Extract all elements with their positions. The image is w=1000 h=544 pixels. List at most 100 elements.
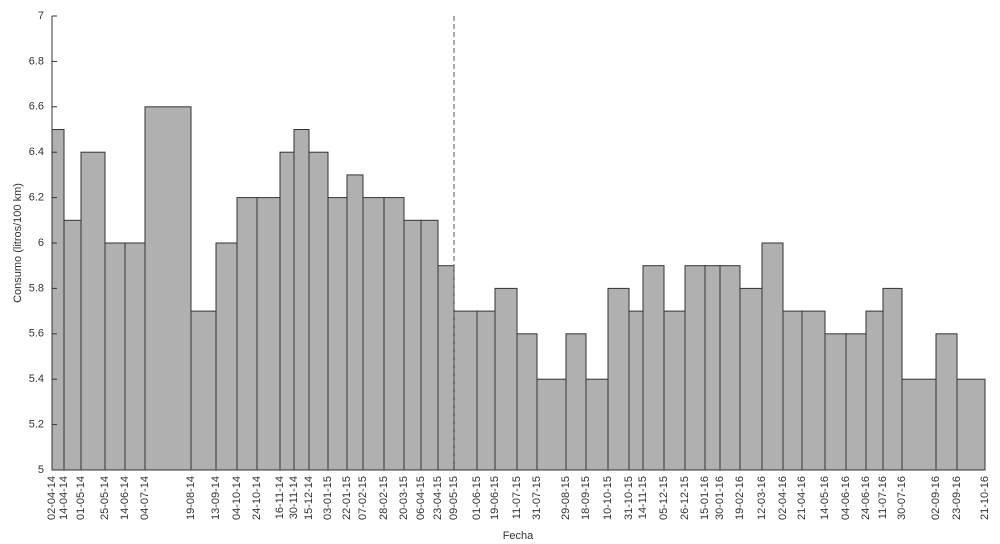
x-tick-label: 14-05-16 [819,476,831,520]
bar [476,310,496,471]
bar [901,378,937,471]
bar [761,242,784,471]
x-tick-label: 16-11-14 [274,476,286,519]
x-axis-label: Fecha [503,530,534,542]
x-tick-label: 02-04-14 [46,476,58,520]
x-tick-label: 30-11-14 [288,476,300,519]
y-tick-label: 6.4 [29,146,44,158]
y-tick-label: 5.2 [29,419,44,431]
bar [585,378,609,471]
bar [704,265,721,471]
x-tick-label: 25-05-14 [99,476,111,520]
bar [516,333,538,471]
x-tick-label: 04-10-14 [231,476,243,520]
bar [801,310,826,471]
bar [845,333,867,471]
x-tick-label: 04-06-16 [840,476,852,520]
x-tick-label: 09-05-15 [448,476,460,520]
x-tick-label: 04-07-14 [139,476,151,520]
bar [824,333,847,471]
x-tick-label: 31-07-15 [531,476,543,520]
x-tick-label: 29-08-15 [560,476,572,520]
bar [420,219,439,471]
x-tick-label: 02-09-16 [930,476,942,520]
bar [383,197,405,471]
bar [63,219,82,471]
x-tick-label: 06-04-15 [415,476,427,520]
bar [190,310,217,471]
y-tick-label: 5.6 [29,328,44,340]
x-tick-label: 15-01-16 [699,476,711,520]
y-tick-label: 6.2 [29,192,44,204]
x-tick-label: 23-04-15 [432,476,444,520]
x-tick-label: 13-09-14 [210,476,222,520]
x-tick-label: 30-01-16 [714,476,726,520]
x-tick-label: 03-01-15 [322,476,334,520]
bar [215,242,238,471]
x-tick-label: 18-09-15 [580,476,592,520]
x-tick-label: 24-10-14 [251,476,263,520]
bar [51,129,65,471]
x-tick-label: 28-02-15 [378,476,390,520]
x-tick-label: 14-11-15 [637,476,649,519]
x-tick-label: 19-06-15 [489,476,501,520]
bar [684,265,706,471]
x-tick-label: 20-03-15 [398,476,410,520]
y-axis-label: Consumo (litros/100 km) [12,183,24,303]
x-tick-label: 19-02-16 [734,476,746,520]
x-tick-label: 30-07-16 [896,476,908,520]
x-tick-label: 31-10-15 [623,476,635,520]
bar [628,310,644,471]
bar [346,174,364,471]
bar [327,197,348,471]
y-tick-label: 5.8 [29,282,44,294]
bar [144,106,192,471]
bar [739,287,763,471]
bar [494,287,518,471]
x-tick-label: 21-10-16 [979,476,991,520]
x-tick-label: 24-06-16 [860,476,872,520]
x-tick-label: 14-04-14 [58,476,70,520]
bar [607,287,630,471]
bar [308,151,329,471]
bar [865,310,884,471]
bar [956,378,986,471]
bar [642,265,665,471]
y-tick-label: 6.8 [29,55,44,67]
bar [719,265,741,471]
x-tick-label: 01-06-15 [471,476,483,520]
y-tick-label: 5.4 [29,373,44,385]
x-tick-label: 26-12-15 [679,476,691,520]
x-tick-label: 05-12-15 [658,476,670,520]
y-tick-label: 6.6 [29,101,44,113]
x-tick-label: 01-05-14 [75,476,87,520]
bar [293,129,310,471]
bar [935,333,958,471]
bar [453,310,478,471]
bar [403,219,422,471]
x-tick-label: 14-06-14 [119,476,131,520]
bar [882,287,903,471]
x-tick-label: 19-08-14 [185,476,197,520]
bar [80,151,106,471]
x-tick-label: 23-09-16 [951,476,963,520]
x-tick-label: 12-03-16 [756,476,768,520]
x-tick-label: 10-10-15 [602,476,614,520]
x-tick-label: 11-07-16 [877,476,889,519]
y-tick-label: 6 [38,237,44,249]
bar [279,151,295,471]
bar [782,310,803,471]
bar [236,197,258,471]
bar [565,333,587,471]
x-tick-label: 21-04-16 [796,476,808,520]
x-tick-label: 22-01-15 [341,476,353,520]
bar [437,265,455,471]
y-tick-label: 5 [38,464,44,476]
bar [536,378,567,471]
bar [663,310,686,471]
x-tick-label: 02-04-16 [777,476,789,520]
x-tick-label: 11-07-15 [511,476,523,519]
bar [362,197,385,471]
x-tick-label: 15-12-14 [303,476,315,520]
